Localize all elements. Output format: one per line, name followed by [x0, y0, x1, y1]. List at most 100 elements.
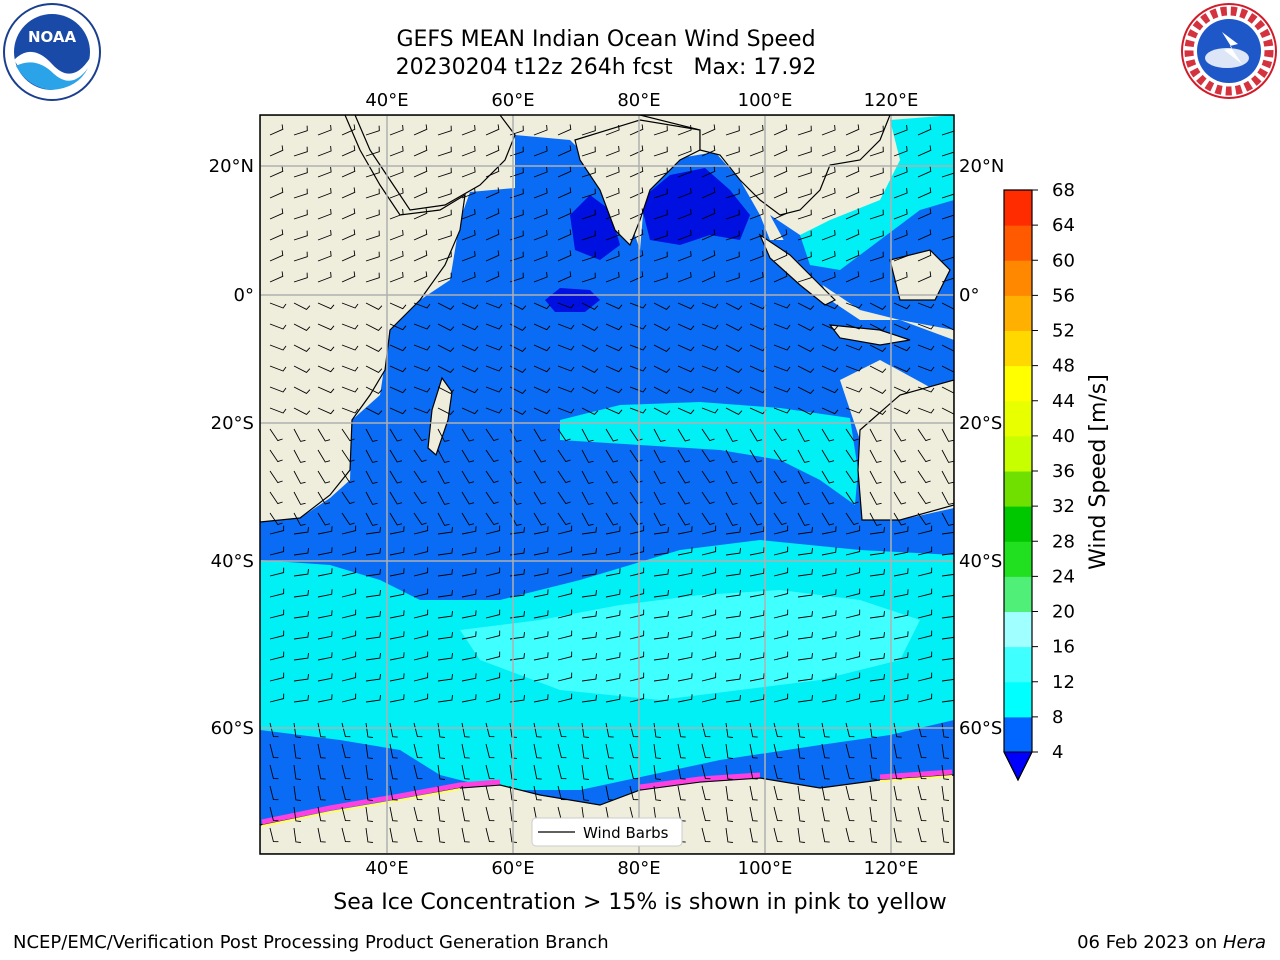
wind-barb — [629, 250, 644, 262]
wind-barb — [821, 166, 836, 178]
wind-barb — [317, 365, 335, 373]
wind-barb — [581, 569, 597, 577]
wind-barb — [677, 785, 686, 801]
wind-barb — [653, 632, 669, 640]
wind-barb — [893, 407, 911, 415]
wind-barb — [557, 407, 575, 414]
wind-barb — [365, 491, 378, 505]
wind-barb — [749, 652, 765, 661]
wind-barb — [269, 491, 283, 505]
wind-barb — [605, 547, 621, 556]
wind-barb — [941, 365, 954, 373]
wind-barb — [701, 229, 716, 241]
wind-barb — [317, 428, 331, 442]
wind-barb — [869, 344, 887, 352]
wind-barb — [821, 271, 836, 283]
wind-barb — [605, 743, 614, 759]
wind-barb — [533, 407, 551, 415]
wind-barb — [581, 590, 597, 598]
wind-barb — [509, 548, 525, 556]
wind-barb — [413, 449, 427, 463]
wind-barb — [581, 674, 597, 682]
wind-barb — [749, 428, 763, 442]
wind-barb — [893, 652, 909, 661]
wind-barb — [773, 806, 783, 822]
wind-barb — [893, 743, 902, 759]
wind-barb — [557, 208, 572, 220]
wind-barb — [317, 407, 335, 415]
wind-barb — [605, 449, 619, 463]
wind-barb — [437, 470, 450, 484]
wind-barb — [845, 208, 860, 220]
wind-barb — [893, 145, 908, 157]
wind-barb — [269, 525, 285, 535]
wind-barb — [605, 229, 620, 241]
wind-barb — [461, 208, 476, 220]
wind-barb — [269, 187, 284, 199]
wind-barb — [437, 785, 445, 801]
wind-barb — [485, 271, 500, 283]
wind-barb — [389, 652, 405, 661]
wind-barb — [581, 344, 599, 352]
wind-barb — [677, 743, 686, 759]
wind-barb — [413, 630, 429, 640]
wind-barb — [773, 145, 788, 157]
wind-barb — [461, 250, 476, 262]
wind-barb — [773, 525, 789, 535]
wind-barb — [797, 428, 810, 442]
wind-barb — [677, 250, 692, 262]
wind-barb — [485, 145, 500, 157]
wind-barb — [317, 187, 332, 199]
gridlines — [260, 115, 954, 854]
wind-barb — [509, 764, 517, 780]
wind-barb — [341, 651, 357, 661]
wind-barb — [941, 277, 954, 283]
wind-barb — [605, 302, 623, 310]
footer-date: 06 Feb 2023 on Hera — [1077, 932, 1266, 953]
wind-barb — [437, 365, 455, 373]
wind-barb — [533, 631, 549, 640]
wind-barb — [581, 230, 596, 241]
wind-barb — [917, 344, 935, 351]
footer-host: Hera — [1222, 932, 1266, 953]
wind-barb — [269, 651, 285, 661]
wind-barb — [341, 145, 356, 157]
wind-barb — [317, 785, 326, 801]
wind-barb — [509, 344, 527, 352]
wind-barb — [749, 187, 764, 199]
wind-barb — [629, 693, 645, 703]
wind-barb — [365, 365, 383, 373]
wind-barb — [893, 271, 908, 283]
wind-barb — [701, 187, 716, 199]
wind-barb — [365, 695, 381, 703]
wind-barb — [581, 167, 596, 178]
wind-barb — [413, 588, 429, 598]
wind-barb — [581, 272, 596, 283]
wind-barb — [413, 693, 429, 703]
wind-barb — [797, 272, 812, 283]
wind-barb — [821, 365, 839, 373]
wind-barb — [941, 214, 954, 220]
wind-barb — [605, 428, 619, 442]
wind-barb — [533, 470, 547, 484]
wind-barb — [461, 673, 477, 682]
wind-barb — [533, 512, 547, 526]
wind-barb — [725, 743, 733, 759]
wind-barb — [365, 251, 380, 262]
wind-barb — [581, 785, 589, 801]
wind-barb — [413, 525, 429, 535]
wind-barb — [845, 428, 859, 442]
wind-barb — [293, 527, 309, 535]
wind-barb — [653, 785, 661, 801]
wind-barb — [293, 653, 309, 661]
wind-barb — [749, 271, 764, 283]
lat-tick-left: 40°S — [211, 551, 254, 572]
wind-barb — [509, 365, 527, 373]
wind-barb — [533, 526, 549, 535]
wind-barb — [653, 125, 668, 136]
wind-barb — [797, 125, 812, 136]
wind-barb — [821, 208, 836, 220]
wind-barb — [869, 386, 887, 394]
wind-barb — [725, 470, 738, 484]
